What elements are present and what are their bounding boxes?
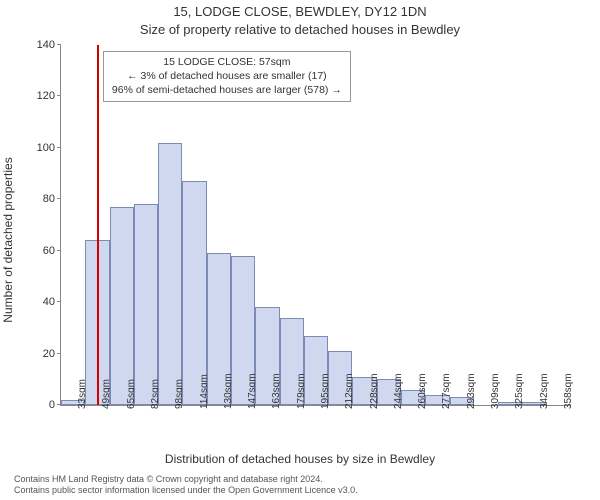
- y-tick-label: 40: [43, 296, 55, 308]
- x-tick-label: 293sqm: [466, 373, 477, 409]
- histogram-bar: [158, 143, 182, 405]
- y-tick-label: 20: [43, 348, 55, 360]
- histogram-plot: 02040608010012014033sqm49sqm65sqm82sqm98…: [60, 45, 571, 406]
- y-tick-label: 60: [43, 245, 55, 257]
- page-title-line1: 15, LODGE CLOSE, BEWDLEY, DY12 1DN: [0, 4, 600, 19]
- y-tick-mark: [57, 198, 61, 199]
- y-tick-label: 120: [37, 90, 55, 102]
- annotation-line: 15 LODGE CLOSE: 57sqm: [112, 55, 342, 69]
- credits-line1: Contains HM Land Registry data © Crown c…: [14, 474, 358, 485]
- annotation-line: ← 3% of detached houses are smaller (17): [112, 69, 342, 83]
- credits: Contains HM Land Registry data © Crown c…: [14, 474, 358, 497]
- y-tick-mark: [57, 250, 61, 251]
- y-tick-mark: [57, 95, 61, 96]
- annotation-box: 15 LODGE CLOSE: 57sqm← 3% of detached ho…: [103, 51, 351, 102]
- y-tick-mark: [57, 301, 61, 302]
- x-tick-label: 342sqm: [539, 373, 550, 409]
- x-tick-label: 358sqm: [563, 373, 574, 409]
- histogram-bar: [110, 207, 134, 405]
- y-tick-mark: [57, 147, 61, 148]
- histogram-bar: [182, 181, 206, 405]
- y-tick-mark: [57, 353, 61, 354]
- y-axis-label: Number of detached properties: [1, 157, 15, 322]
- y-tick-label: 140: [37, 39, 55, 51]
- x-axis-label: Distribution of detached houses by size …: [0, 452, 600, 466]
- histogram-bar: [134, 204, 158, 405]
- y-tick-label: 100: [37, 142, 55, 154]
- page-title-line2: Size of property relative to detached ho…: [0, 22, 600, 37]
- y-tick-label: 80: [43, 193, 55, 205]
- property-size-marker-line: [97, 45, 99, 405]
- credits-line2: Contains public sector information licen…: [14, 485, 358, 496]
- y-tick-label: 0: [49, 399, 55, 411]
- y-tick-mark: [57, 44, 61, 45]
- annotation-line: 96% of semi-detached houses are larger (…: [112, 83, 342, 97]
